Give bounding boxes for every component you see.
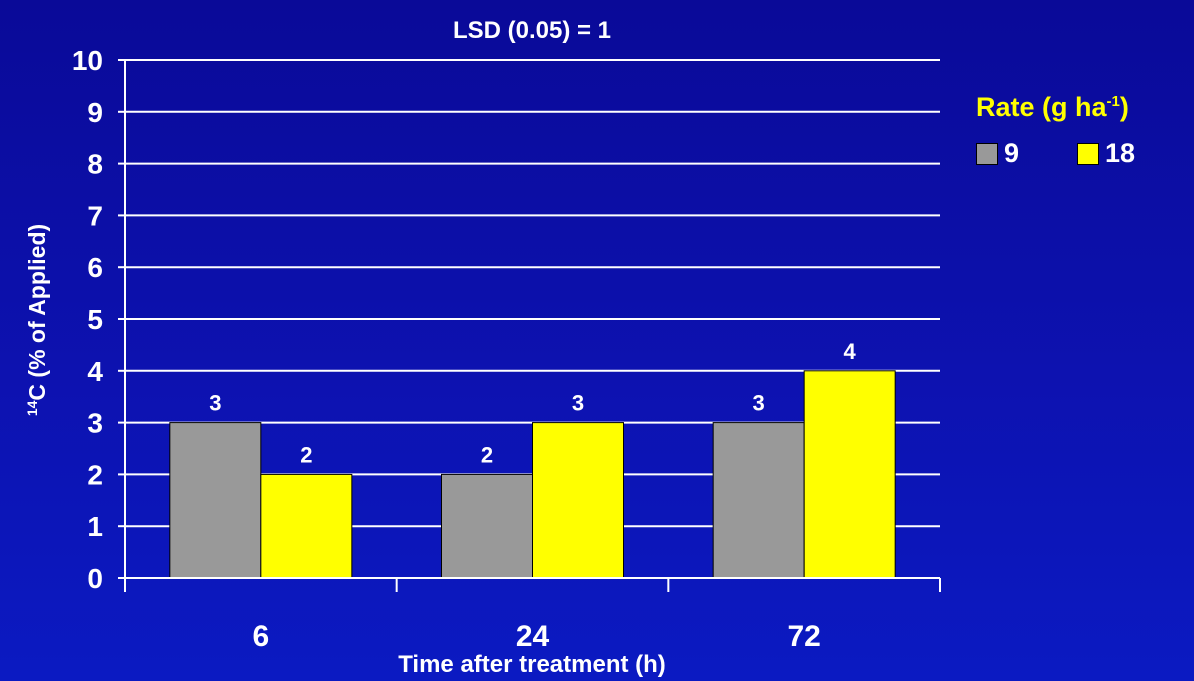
x-tick-label: 24 [516, 620, 550, 653]
data-label: 3 [753, 391, 765, 416]
legend-item-18: 18 [1077, 138, 1135, 169]
bar-series-9-24 [441, 473, 533, 579]
x-tick-label: 6 [252, 620, 269, 653]
bar-series-18-6 [260, 473, 353, 579]
legend-title-close: ) [1119, 92, 1129, 122]
legend: Rate (g ha-1) 9 18 [976, 92, 1186, 169]
legend-title-text: Rate (g ha [976, 92, 1107, 122]
y-tick-label: 1 [87, 511, 103, 542]
data-label: 4 [844, 339, 857, 364]
bar-series-18-24 [532, 422, 624, 579]
legend-swatch-18 [1077, 142, 1100, 165]
y-tick-label: 3 [87, 408, 103, 439]
y-tick-label: 8 [87, 149, 103, 180]
legend-label-18: 18 [1105, 138, 1136, 168]
legend-label-9: 9 [1004, 138, 1020, 168]
bars [169, 370, 896, 579]
data-label: 2 [300, 442, 312, 467]
y-tick-label: 0 [87, 563, 103, 594]
y-tick-label: 6 [87, 252, 103, 283]
chart-title: LSD (0.05) = 1 [453, 17, 611, 44]
bar-series-18-72 [803, 370, 896, 579]
data-labels: 3 2 2 3 3 4 [209, 339, 856, 468]
y-tick-label: 2 [87, 459, 103, 490]
y-tick-label: 5 [87, 304, 103, 335]
y-axis-label: 14C (% of Applied) [24, 224, 50, 416]
x-tick-label: 72 [787, 620, 820, 653]
legend-items: 9 18 [976, 138, 1186, 169]
y-tick-label: 4 [87, 356, 103, 387]
legend-title: Rate (g ha-1) [976, 92, 1186, 123]
y-axis-label-text: C (% of Applied) [24, 224, 50, 401]
legend-item-9: 9 [976, 138, 1019, 169]
bar-series-9-72 [712, 422, 805, 579]
legend-swatch-9 [976, 142, 998, 165]
bar-series-9-6 [169, 422, 262, 579]
y-tick-label: 9 [87, 97, 103, 128]
x-axis-label: Time after treatment (h) [398, 651, 666, 678]
y-tick-label: 7 [87, 200, 103, 231]
data-label: 3 [572, 391, 584, 416]
data-label: 3 [209, 391, 221, 416]
legend-title-superscript: -1 [1106, 93, 1120, 110]
data-label: 2 [481, 442, 493, 467]
y-axis-label-superscript: 14 [24, 400, 40, 416]
y-tick-label: 10 [72, 45, 103, 76]
